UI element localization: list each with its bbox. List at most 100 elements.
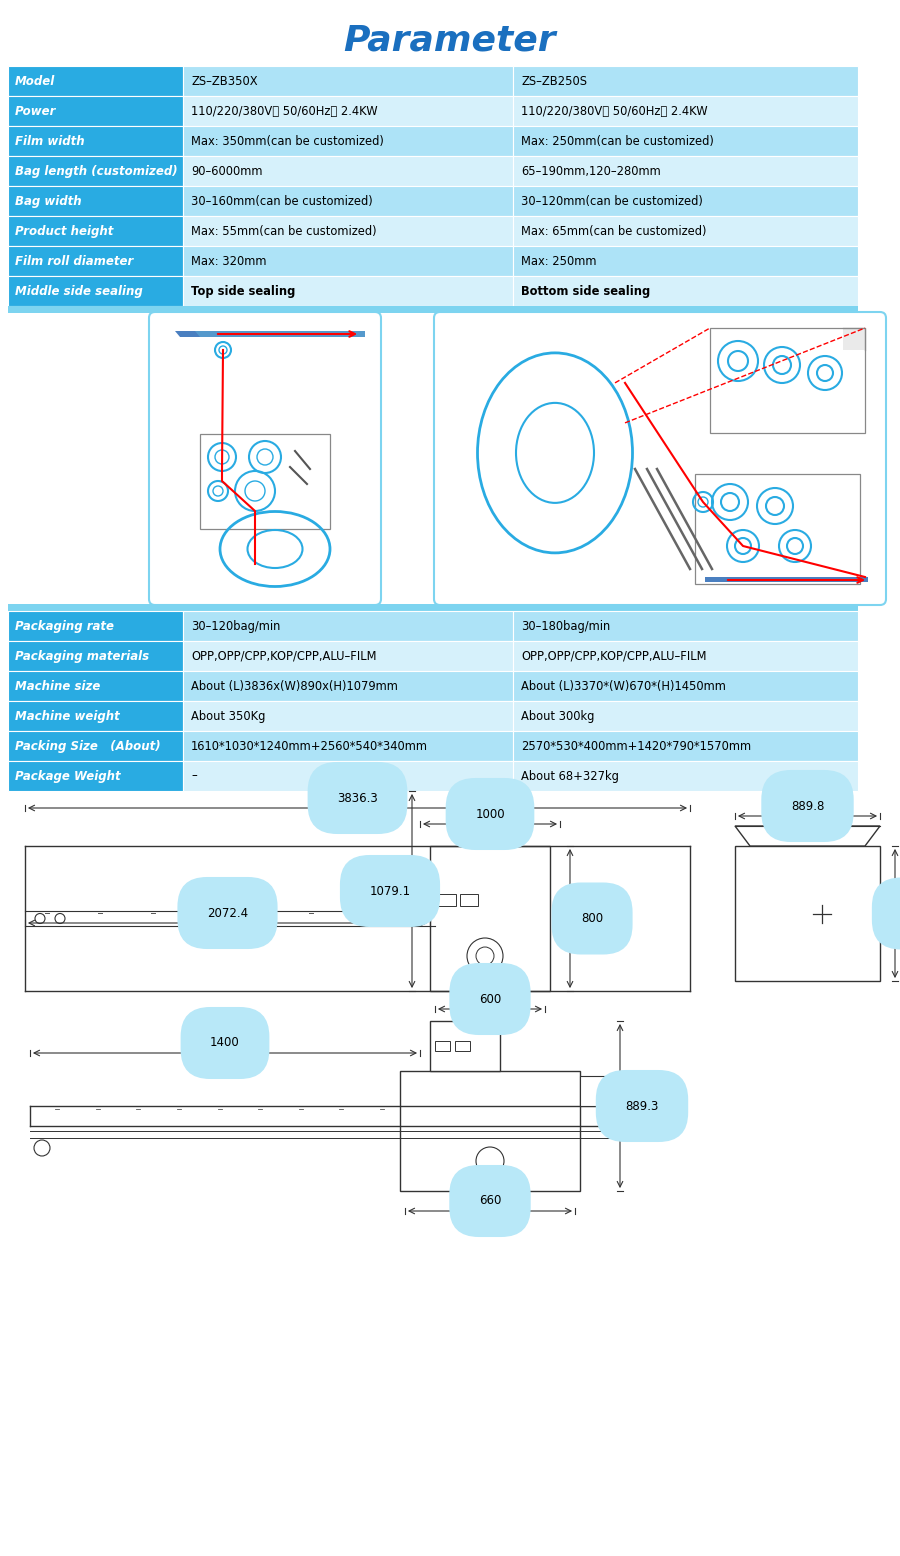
Text: ZS–ZB350X: ZS–ZB350X	[191, 75, 257, 87]
Text: Package Weight: Package Weight	[15, 770, 121, 783]
Bar	[8, 246, 183, 275]
Polygon shape	[735, 826, 880, 846]
Text: Max: 250mm(can be customized): Max: 250mm(can be customized)	[521, 134, 714, 148]
Bar	[430, 846, 550, 991]
Text: 660: 660	[479, 1195, 501, 1207]
Polygon shape	[175, 331, 200, 338]
Bar	[8, 156, 183, 187]
FancyBboxPatch shape	[149, 313, 381, 605]
Text: About 300kg: About 300kg	[521, 710, 594, 722]
Text: 30–120mm(can be customized): 30–120mm(can be customized)	[521, 194, 703, 207]
Bar	[183, 731, 513, 761]
Text: 30–180bag/min: 30–180bag/min	[521, 619, 610, 632]
Bar	[180, 331, 365, 338]
Bar	[8, 216, 183, 246]
Bar	[183, 612, 513, 641]
Bar	[183, 246, 513, 275]
Bar	[710, 328, 865, 433]
Bar	[705, 577, 868, 582]
Text: Bag width: Bag width	[15, 194, 82, 207]
Text: Max: 250mm: Max: 250mm	[521, 255, 597, 268]
Bar	[183, 702, 513, 731]
Bar	[513, 65, 858, 96]
Text: Parameter: Parameter	[344, 23, 556, 58]
Bar	[435, 1041, 450, 1050]
Bar	[735, 846, 880, 980]
Bar	[513, 702, 858, 731]
Bar	[183, 641, 513, 671]
Bar	[513, 216, 858, 246]
Bar	[183, 156, 513, 187]
Text: Packaging materials: Packaging materials	[15, 649, 149, 663]
Bar	[513, 96, 858, 126]
Bar	[513, 641, 858, 671]
Bar	[8, 641, 183, 671]
Bar	[513, 612, 858, 641]
Text: Max: 65mm(can be customized): Max: 65mm(can be customized)	[521, 224, 706, 238]
Bar	[513, 187, 858, 216]
Bar	[183, 187, 513, 216]
Bar	[400, 1071, 580, 1190]
Text: 1000: 1000	[475, 808, 505, 820]
Text: 600: 600	[479, 993, 501, 1005]
Text: Film width: Film width	[15, 134, 85, 148]
Text: 3836.3: 3836.3	[338, 792, 378, 804]
Text: 1400: 1400	[210, 1036, 240, 1049]
Bar	[8, 671, 183, 702]
Text: Product height: Product height	[15, 224, 113, 238]
Text: 90–6000mm: 90–6000mm	[191, 165, 263, 177]
Bar	[8, 65, 183, 96]
Bar	[695, 475, 860, 584]
Text: About (L)3370*(W)670*(H)1450mm: About (L)3370*(W)670*(H)1450mm	[521, 680, 726, 692]
Text: Model: Model	[15, 75, 55, 87]
Text: 1610*1030*1240mm+2560*540*340mm: 1610*1030*1240mm+2560*540*340mm	[191, 739, 428, 753]
Bar	[430, 1021, 500, 1071]
Bar	[8, 275, 183, 307]
Text: Packaging rate: Packaging rate	[15, 619, 114, 632]
Bar	[183, 671, 513, 702]
Bar	[183, 65, 513, 96]
Text: Top side sealing: Top side sealing	[191, 285, 295, 297]
Bar	[8, 761, 183, 790]
Text: About 68+327kg: About 68+327kg	[521, 770, 619, 783]
Bar	[460, 895, 478, 906]
Polygon shape	[843, 328, 865, 350]
Text: Max: 55mm(can be customized): Max: 55mm(can be customized)	[191, 224, 376, 238]
Text: Power: Power	[15, 104, 57, 118]
Text: 2072.4: 2072.4	[207, 907, 248, 920]
FancyBboxPatch shape	[434, 313, 886, 605]
Text: ZS–ZB250S: ZS–ZB250S	[521, 75, 587, 87]
Bar	[513, 731, 858, 761]
Text: OPP,OPP/CPP,KOP/CPP,ALU–FILM: OPP,OPP/CPP,KOP/CPP,ALU–FILM	[521, 649, 706, 663]
Bar	[200, 434, 330, 529]
Bar	[183, 216, 513, 246]
Bar	[8, 307, 858, 313]
Bar	[513, 671, 858, 702]
Bar	[513, 761, 858, 790]
Bar	[438, 895, 456, 906]
Bar	[183, 126, 513, 156]
Bar	[8, 126, 183, 156]
Bar	[513, 246, 858, 275]
Text: –: –	[191, 770, 197, 783]
Text: 30–120bag/min: 30–120bag/min	[191, 619, 281, 632]
Text: 65–190mm,120–280mm: 65–190mm,120–280mm	[521, 165, 661, 177]
Text: 800: 800	[580, 912, 603, 924]
Bar	[8, 702, 183, 731]
Bar	[183, 96, 513, 126]
Bar	[8, 96, 183, 126]
Bar	[183, 761, 513, 790]
Bar	[183, 275, 513, 307]
Text: Middle side sealing: Middle side sealing	[15, 285, 143, 297]
Bar	[580, 1077, 605, 1106]
Bar	[8, 604, 858, 612]
Text: About (L)3836x(W)890x(H)1079mm: About (L)3836x(W)890x(H)1079mm	[191, 680, 398, 692]
Bar	[455, 1041, 470, 1050]
Text: Packing Size   (About): Packing Size (About)	[15, 739, 160, 753]
Text: Bottom side sealing: Bottom side sealing	[521, 285, 650, 297]
Text: 110/220/380V， 50/60Hz， 2.4KW: 110/220/380V， 50/60Hz， 2.4KW	[521, 104, 707, 118]
Bar	[513, 275, 858, 307]
Text: 889.8: 889.8	[791, 800, 824, 812]
Bar	[8, 187, 183, 216]
Bar	[460, 790, 520, 846]
